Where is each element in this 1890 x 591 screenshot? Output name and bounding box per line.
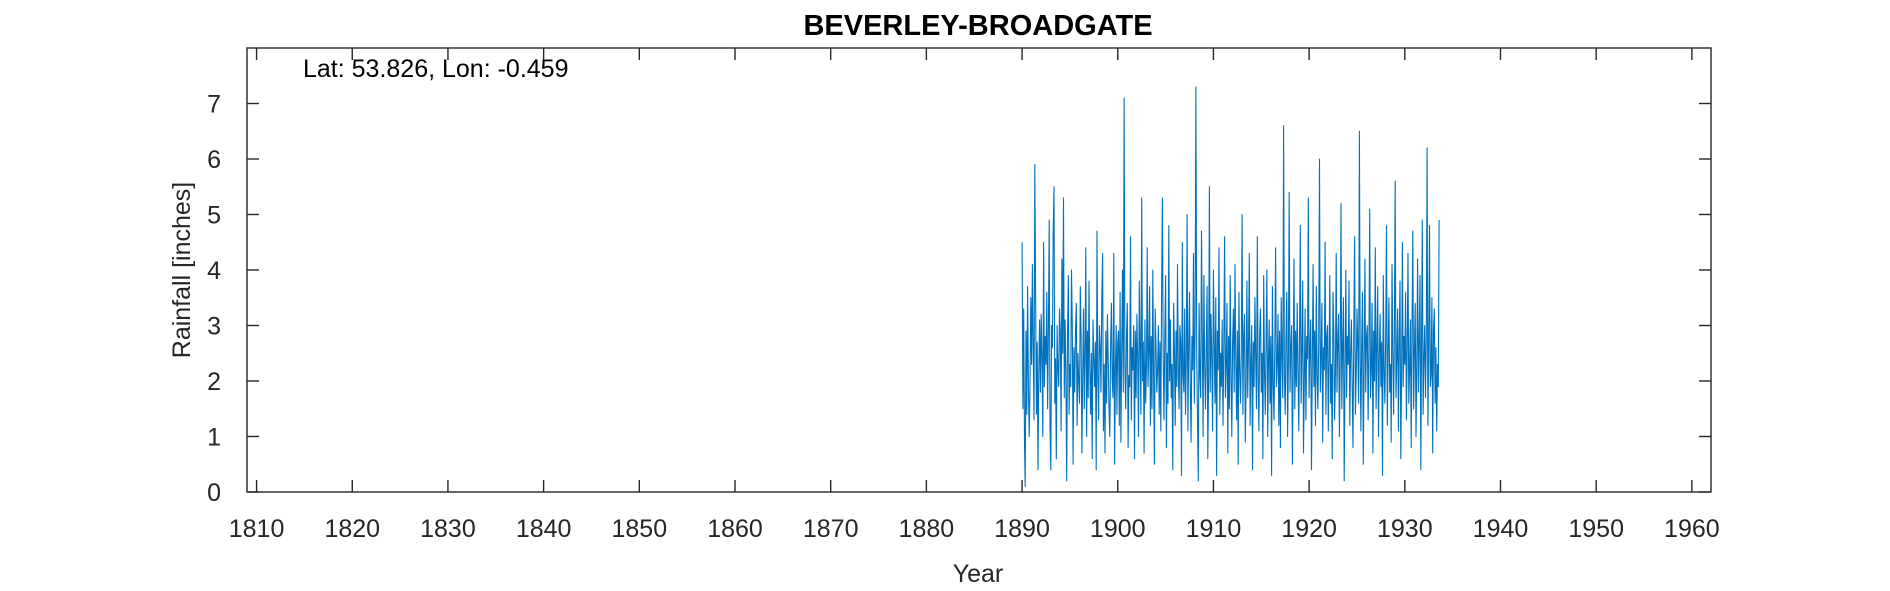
x-tick-label-1930: 1930 [1377, 515, 1433, 543]
x-tick-label-1910: 1910 [1186, 515, 1242, 543]
location-annotation: Lat: 53.826, Lon: -0.459 [303, 55, 569, 83]
y-tick-label-5: 5 [207, 202, 221, 230]
x-tick-label-1840: 1840 [516, 515, 572, 543]
y-axis-label: Rainfall [inches] [168, 182, 196, 358]
chart-title: BEVERLEY-BROADGATE [803, 10, 1152, 42]
x-tick-label-1810: 1810 [229, 515, 285, 543]
y-tick-label-6: 6 [207, 146, 221, 174]
y-tick-label-7: 7 [207, 91, 221, 119]
y-tick-label-0: 0 [207, 479, 221, 507]
x-tick-label-1900: 1900 [1090, 515, 1146, 543]
x-tick-label-1920: 1920 [1281, 515, 1337, 543]
x-tick-label-1870: 1870 [803, 515, 859, 543]
x-tick-label-1950: 1950 [1568, 515, 1624, 543]
x-tick-label-1890: 1890 [994, 515, 1050, 543]
y-tick-label-4: 4 [207, 257, 221, 285]
x-axis-label: Year [953, 560, 1004, 588]
y-tick-label-1: 1 [207, 424, 221, 452]
x-axis: 1810 1820 1830 1840 1850 1860 1870 1880 1890 1900… [229, 48, 1720, 543]
x-tick-label-1940: 1940 [1473, 515, 1529, 543]
x-tick-label-1820: 1820 [324, 515, 380, 543]
x-tick-label-1880: 1880 [899, 515, 955, 543]
y-tick-label-2: 2 [207, 368, 221, 396]
x-tick-label-1850: 1850 [612, 515, 668, 543]
x-tick-label-1960: 1960 [1664, 515, 1720, 543]
plot-frame [246, 47, 1712, 493]
y-axis: 0 1 2 3 4 5 6 7 [207, 91, 1711, 507]
x-tick-label-1860: 1860 [707, 515, 763, 543]
x-tick-label-1830: 1830 [420, 515, 476, 543]
rainfall-series-line [1021, 86, 1440, 487]
y-tick-label-3: 3 [207, 313, 221, 341]
